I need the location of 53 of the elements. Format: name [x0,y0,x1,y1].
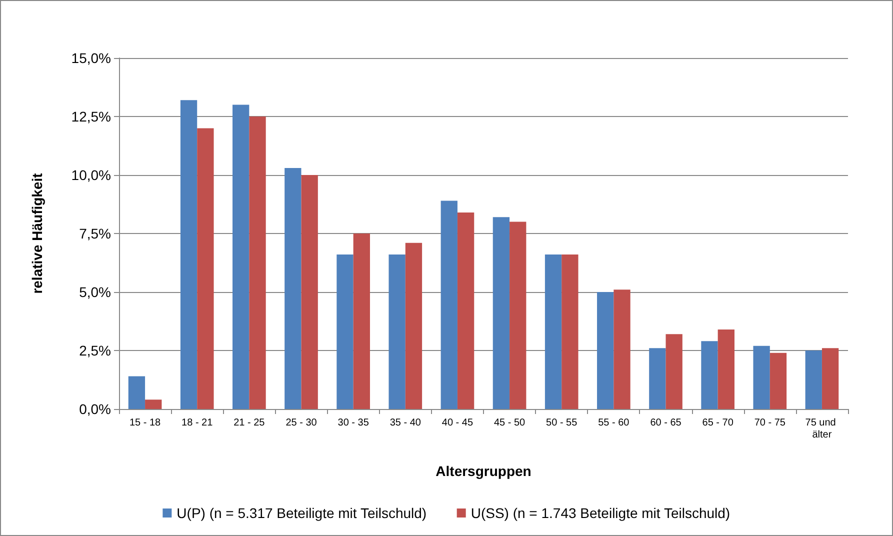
y-tick-label: 2,5% [79,342,111,358]
x-tick-label: 21 - 25 [234,418,266,428]
y-tick-label: 10,0% [71,167,111,183]
bar [544,254,562,409]
x-tick-label: 60 - 65 [650,418,682,428]
bar [128,376,146,409]
x-axis-title: Altersgruppen [436,463,532,479]
bar [805,350,822,409]
bar [232,104,250,409]
bar [822,348,839,409]
bar [405,242,422,409]
x-tick-label: 45 - 50 [494,418,526,428]
bar [457,212,474,409]
y-tick-label: 0,0% [79,401,111,417]
bar [666,334,682,409]
bar [336,254,354,409]
bar [492,217,510,409]
y-tick-label: 12,5% [71,108,111,124]
x-tick-label: 50 - 55 [546,418,578,428]
bar [649,348,666,409]
bar [440,200,458,409]
x-tick-label: 25 - 30 [286,418,318,428]
bar [770,352,787,409]
x-tick-label: 75 und älter [805,418,839,440]
bar [562,254,578,409]
bar [701,341,718,409]
bar [388,254,406,409]
bar [718,329,734,409]
bar [197,128,214,409]
bar [145,400,162,409]
bar [284,168,302,409]
x-tick-label: 18 - 21 [182,418,214,428]
bar [753,346,770,409]
x-tick-label: 65 - 70 [702,418,734,428]
bar [510,222,526,409]
bar [180,100,198,409]
bar [597,292,614,409]
x-tick-label: 35 - 40 [390,418,422,428]
x-tick-label: 30 - 35 [338,418,370,428]
x-tick-label: 40 - 45 [442,418,474,428]
x-tick-label: 55 - 60 [598,418,630,428]
bar [301,175,318,409]
legend-label: U(SS) (n = 1.743 Beteiligte mit Teilschuld) [470,505,730,521]
y-tick-label: 5,0% [79,284,111,300]
y-tick-label: 7,5% [79,226,111,242]
legend-label: U(P) (n = 5.317 Beteiligte mit Teilschuld) [176,505,427,521]
y-axis-title: relative Häufigkeit [29,172,45,294]
x-tick-label: 15 - 18 [129,418,162,428]
bar [353,234,370,409]
bar [249,116,266,409]
y-tick-label: 15,0% [71,50,111,66]
x-tick-label: 70 - 75 [754,418,786,428]
bar [614,290,630,409]
